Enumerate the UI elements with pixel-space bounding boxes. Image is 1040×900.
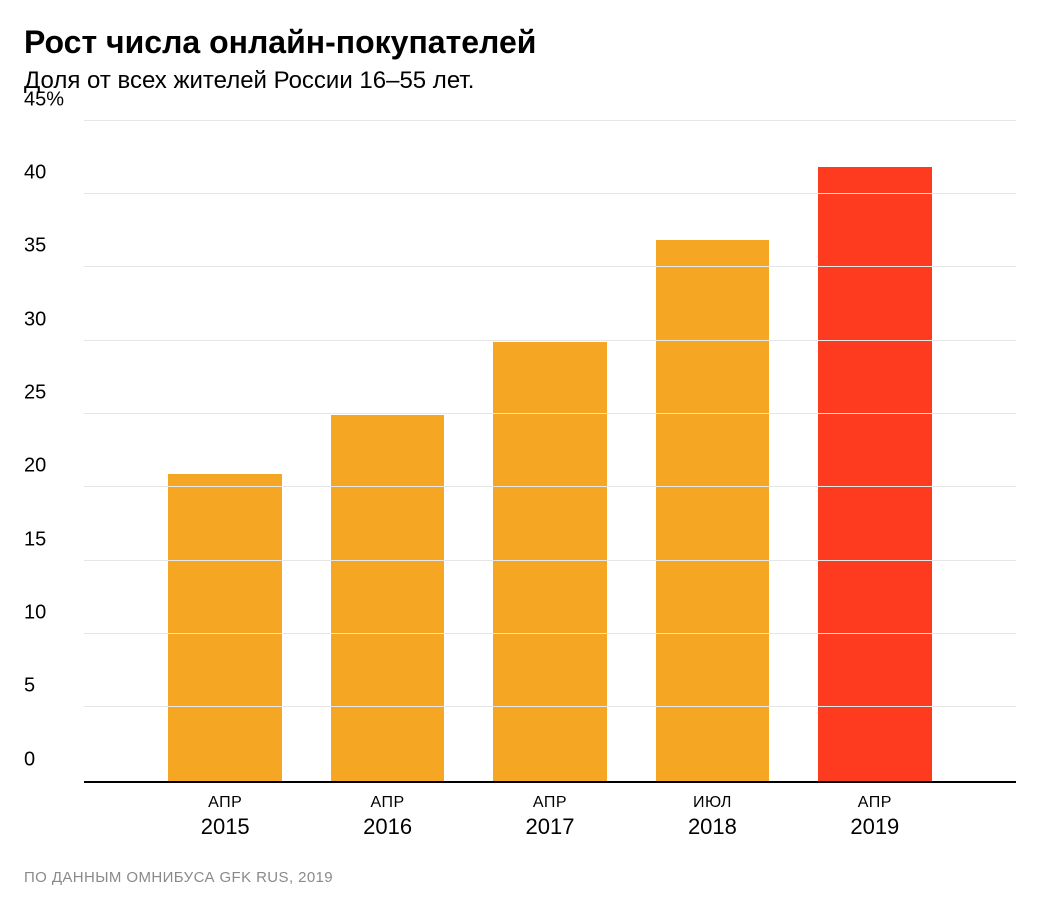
- gridline: [84, 266, 1016, 267]
- gridline: [84, 193, 1016, 194]
- y-tick-label: 35: [24, 235, 74, 258]
- x-year-label: 2015: [144, 814, 306, 840]
- x-month-label: ИЮЛ: [631, 793, 793, 812]
- chart-title: Рост числа онлайн-покупателей: [24, 24, 1016, 61]
- x-year-label: 2018: [631, 814, 793, 840]
- y-tick-label: 5: [24, 675, 74, 698]
- bar: [168, 474, 282, 781]
- bar-slot: [631, 123, 793, 781]
- gridline: [84, 560, 1016, 561]
- x-year-label: 2017: [469, 814, 631, 840]
- x-tick-label: АПР 2016: [306, 793, 468, 853]
- y-tick-label: 10: [24, 602, 74, 625]
- bar-slot: [469, 123, 631, 781]
- x-tick-label: АПР 2017: [469, 793, 631, 853]
- x-month-label: АПР: [306, 793, 468, 812]
- y-tick-label: 15: [24, 528, 74, 551]
- y-tick-label: 20: [24, 455, 74, 478]
- chart-container: Рост числа онлайн-покупателей Доля от вс…: [0, 0, 1040, 900]
- bar-slot: [144, 123, 306, 781]
- x-tick-label: АПР 2019: [794, 793, 956, 853]
- bar: [656, 240, 770, 781]
- bar: [818, 167, 932, 781]
- bar: [493, 342, 607, 781]
- y-tick-label: 25: [24, 382, 74, 405]
- bar-chart: АПР2015АПР2016АПР2017ИЮЛ2018АПР2019 0510…: [24, 123, 1016, 853]
- gridline: [84, 706, 1016, 707]
- bar-slot: [794, 123, 956, 781]
- y-tick-label: 40: [24, 162, 74, 185]
- x-month-label: АПР: [794, 793, 956, 812]
- y-tick-label: 0: [24, 748, 74, 771]
- gridline: [84, 340, 1016, 341]
- y-tick-label: 45%: [24, 88, 74, 111]
- x-year-label: 2019: [794, 814, 956, 840]
- source-attribution: ПО ДАННЫМ ОМНИБУСА GFK RUS, 2019: [24, 869, 333, 886]
- bars-group: [84, 123, 1016, 781]
- bar: [331, 415, 445, 781]
- gridline: [84, 633, 1016, 634]
- gridline: [84, 413, 1016, 414]
- x-tick-label: АПР 2015: [144, 793, 306, 853]
- x-tick-label: ИЮЛ 2018: [631, 793, 793, 853]
- gridline: [84, 486, 1016, 487]
- chart-subtitle: Доля от всех жителей России 16–55 лет.: [24, 67, 1016, 95]
- gridline: [84, 120, 1016, 121]
- plot-area: [84, 123, 1016, 783]
- x-month-label: АПР: [469, 793, 631, 812]
- y-tick-label: 30: [24, 308, 74, 331]
- x-year-label: 2016: [306, 814, 468, 840]
- x-month-label: АПР: [144, 793, 306, 812]
- x-axis: АПР2015АПР2016АПР2017ИЮЛ2018АПР2019: [84, 783, 1016, 853]
- bar-slot: [306, 123, 468, 781]
